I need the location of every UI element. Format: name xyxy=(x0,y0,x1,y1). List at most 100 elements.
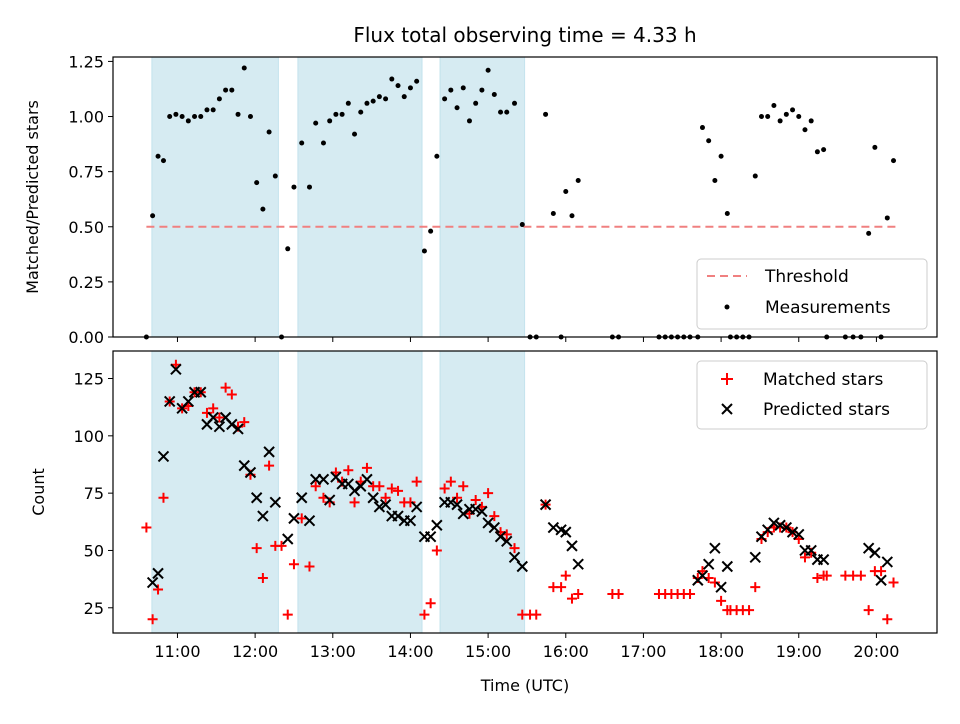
measurement-point-27 xyxy=(313,120,319,126)
matched-star-point-106 xyxy=(888,577,899,588)
matched-star-point-33 xyxy=(349,497,360,508)
measurement-point-28 xyxy=(320,140,326,146)
matched-star-point-79 xyxy=(709,577,720,588)
legend-threshold-label: Threshold xyxy=(764,267,849,287)
x-axis-label: Time (UTC) xyxy=(480,676,569,695)
xtick-label-9: 20:00 xyxy=(853,642,899,661)
matched-star-point-69 xyxy=(613,589,624,600)
bottom-ytick-label-4: 125 xyxy=(73,370,104,389)
predicted-star-point-41 xyxy=(410,501,423,513)
predicted-star-point-38 xyxy=(392,510,404,522)
measurement-point-46 xyxy=(434,153,440,159)
matched-star-point-47 xyxy=(439,483,450,494)
measurement-point-93 xyxy=(796,114,802,120)
predicted-star-point-47 xyxy=(451,498,463,511)
measurement-point-79 xyxy=(712,177,718,183)
measurement-point-32 xyxy=(345,100,351,106)
matched-star-point-1 xyxy=(147,614,158,625)
measurement-point-11 xyxy=(210,107,216,113)
xtick-label-4: 15:00 xyxy=(465,642,511,661)
bottom-shaded-intervals xyxy=(151,350,526,634)
predicted-star-point-34 xyxy=(367,492,379,504)
measurement-point-63 xyxy=(550,211,556,217)
predicted-star-point-14 xyxy=(232,423,244,435)
predicted-star-point-67 xyxy=(709,542,721,554)
top-legend-box xyxy=(696,258,928,330)
measurement-point-4 xyxy=(167,114,173,120)
xtick-label-7: 18:00 xyxy=(698,642,744,661)
bottom-legend-box xyxy=(696,360,928,430)
measurement-point-57 xyxy=(504,109,510,115)
predicted-star-point-58 xyxy=(539,498,552,511)
matched-star-point-24 xyxy=(288,559,299,570)
predicted-star-point-3 xyxy=(163,395,176,408)
predicted-star-point-62 xyxy=(566,540,578,552)
measurement-point-65 xyxy=(563,188,569,194)
matched-star-point-2 xyxy=(153,584,164,595)
predicted-star-point-17 xyxy=(250,492,263,504)
measurement-point-23 xyxy=(285,246,291,252)
predicted-star-point-51 xyxy=(476,505,488,518)
measurement-point-48 xyxy=(448,87,454,93)
legend-measurements-swatch xyxy=(724,304,730,310)
predicted-star-point-26 xyxy=(317,473,330,486)
measurement-point-15 xyxy=(235,111,241,117)
measurement-point-86 xyxy=(752,173,758,179)
predicted-star-point-66 xyxy=(702,558,715,570)
top-ytick-label-2: 0.50 xyxy=(68,218,104,237)
matched-star-point-14 xyxy=(226,389,237,400)
predicted-star-point-6 xyxy=(182,395,195,408)
predicted-star-point-48 xyxy=(457,508,469,520)
measurement-point-17 xyxy=(247,114,253,120)
matched-star-point-18 xyxy=(251,543,262,554)
predicted-star-point-24 xyxy=(303,514,316,527)
legend-measurements-label: Measurements xyxy=(765,298,891,318)
xtick-label-6: 17:00 xyxy=(620,642,666,661)
top-ytick-label-4: 1.00 xyxy=(68,108,104,127)
measurement-point-19 xyxy=(260,206,266,212)
measurement-point-34 xyxy=(358,109,364,115)
measurement-point-41 xyxy=(401,94,407,100)
matched-star-point-75 xyxy=(685,589,696,600)
matched-star-point-49 xyxy=(452,492,463,503)
predicted-star-point-50 xyxy=(469,503,482,515)
bottom-panel: 25 50 75 100 125 11:00 12:00 13:00 14:00 15:00 16… xyxy=(29,350,938,695)
measurement-point-54 xyxy=(485,67,491,73)
top-ytick-label-5: 1.25 xyxy=(68,52,104,71)
predicted-star-point-61 xyxy=(560,526,572,538)
bottom-axes-frame xyxy=(112,350,938,634)
measurement-point-78 xyxy=(706,138,712,144)
measurement-point-25 xyxy=(299,140,305,146)
top-ytick-label-3: 0.75 xyxy=(68,163,104,182)
predicted-star-point-59 xyxy=(547,521,560,534)
predicted-star-point-33 xyxy=(361,473,373,486)
legend-predicted-swatch xyxy=(721,403,733,415)
bottom-x-ticks: 11:00 12:00 13:00 14:00 15:00 16:00 17:00 18:00… xyxy=(154,633,899,661)
measurement-point-87 xyxy=(758,114,764,120)
predicted-star-point-54 xyxy=(494,530,507,543)
measurement-point-24 xyxy=(291,184,297,190)
predicted-star-point-52 xyxy=(482,517,494,529)
top-shaded-intervals xyxy=(151,56,526,338)
measurement-point-30 xyxy=(333,111,339,117)
measurement-point-14 xyxy=(229,87,235,93)
measurement-point-80 xyxy=(718,153,724,159)
predicted-star-point-40 xyxy=(404,514,417,527)
measurement-point-10 xyxy=(204,107,210,113)
predicted-star-point-18 xyxy=(257,510,269,522)
matched-star-point-55 xyxy=(489,511,500,522)
predicted-star-point-1 xyxy=(152,567,164,580)
measurement-point-90 xyxy=(777,118,783,124)
shaded-interval-2 xyxy=(439,56,526,338)
bottom-y-axis-label: Count xyxy=(29,468,48,516)
matched-star-point-86 xyxy=(750,582,761,593)
top-panel: 0.00 0.25 0.50 0.75 1.00 1.25 Matched/Predict… xyxy=(23,52,938,347)
matched-star-point-13 xyxy=(220,382,231,393)
measurement-point-12 xyxy=(216,96,222,102)
measurement-point-26 xyxy=(306,184,312,190)
matched-star-point-50 xyxy=(458,481,469,492)
measurement-point-40 xyxy=(395,83,401,89)
bottom-ytick-label-0: 25 xyxy=(84,599,104,618)
measurement-point-31 xyxy=(339,111,345,117)
